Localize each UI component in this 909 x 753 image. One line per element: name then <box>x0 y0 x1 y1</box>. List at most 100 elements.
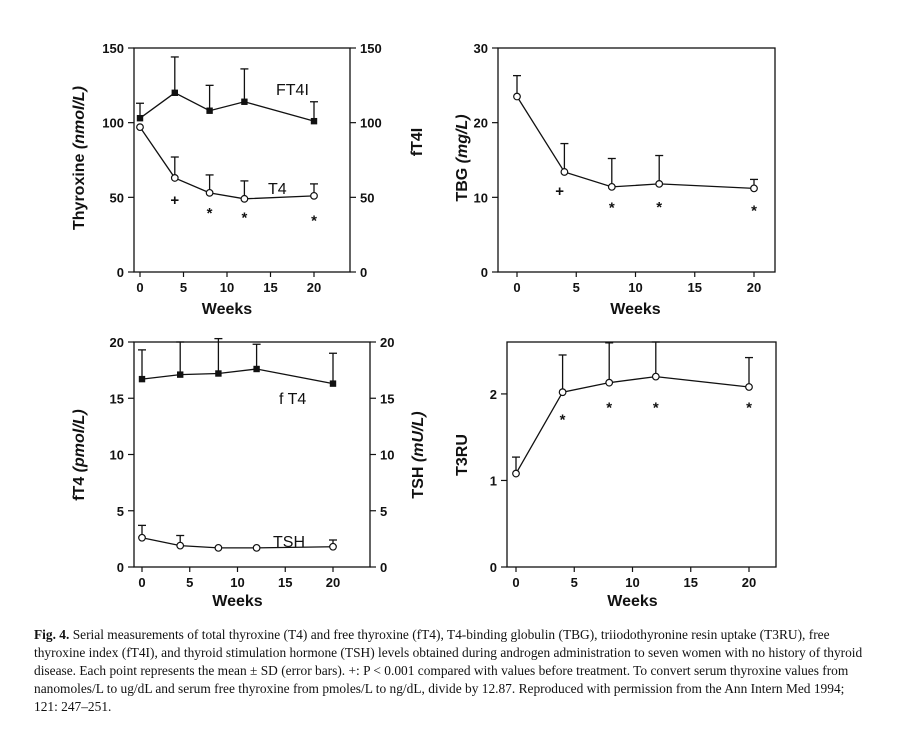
y-right-tick-label: 0 <box>360 265 367 280</box>
series-tsh <box>138 524 337 552</box>
significance-asterisk: * <box>609 200 615 217</box>
series-t3ru <box>512 341 753 478</box>
data-point <box>607 182 616 191</box>
data-point <box>171 89 178 96</box>
significance-asterisk: * <box>311 212 317 229</box>
y-tick-label: 30 <box>474 41 488 56</box>
plot-frame <box>497 47 776 273</box>
y-right-tick-label: 0 <box>380 560 387 575</box>
x-tick-label: 0 <box>136 280 143 295</box>
data-point <box>560 168 569 176</box>
data-point <box>177 371 184 378</box>
chart-panel-a: 0 5 10 15 20 0 50 100 150 0 50 100 150 Weeks Thyroxine… <box>71 41 426 318</box>
caption-label: Fig. 4. <box>34 627 70 642</box>
data-point <box>605 378 614 387</box>
y-right-tick-label: 15 <box>380 391 394 406</box>
x-tick-label: 15 <box>688 280 702 295</box>
data-point <box>136 114 144 122</box>
x-tick-label: 15 <box>263 280 277 295</box>
plot-frame <box>506 341 777 568</box>
data-point <box>253 365 260 373</box>
series-line <box>515 375 750 474</box>
data-point <box>655 179 664 188</box>
y-tick-label: 0 <box>117 560 124 575</box>
y-right-tick-label: 10 <box>380 448 394 463</box>
figure-4: 0 5 10 15 20050100150050100150WeeksThyroxine… <box>71 41 777 610</box>
data-point <box>138 533 146 542</box>
x-tick-label: 0 <box>138 575 145 590</box>
y-axis-title: TBG (mg/L) <box>454 114 471 201</box>
data-point <box>310 117 318 125</box>
y-axis-title: T3RU <box>454 434 471 476</box>
significance-plus: + <box>170 192 179 209</box>
x-tick-label: 15 <box>278 575 292 590</box>
data-point <box>205 188 214 197</box>
significance-asterisk: * <box>207 205 213 222</box>
y-axis-title: fT4 (pmol/L) <box>71 409 88 501</box>
series-label: FT4I <box>276 82 309 99</box>
significance-plus: + <box>555 183 564 200</box>
y-axis-title: Thyroxine (nmol/L) <box>71 86 88 230</box>
y-tick-label: 20 <box>474 116 488 131</box>
series-label: TSH <box>273 534 305 551</box>
y-tick-label: 50 <box>110 190 124 205</box>
x-axis-title: Weeks <box>212 593 263 610</box>
data-point <box>241 98 248 105</box>
data-point <box>252 543 261 552</box>
x-axis-title: Weeks <box>607 593 658 610</box>
significance-asterisk: * <box>653 400 659 417</box>
x-tick-label: 20 <box>742 575 756 590</box>
caption-text: Serial measurements of total thyroxine (… <box>34 627 863 714</box>
y-right-axis-title: TSH (mU/L) <box>410 411 427 498</box>
x-tick-label: 20 <box>307 280 321 295</box>
y-tick-label: 20 <box>110 335 124 350</box>
data-point <box>513 92 521 101</box>
y-tick-label: 2 <box>490 387 497 402</box>
data-point <box>215 370 222 377</box>
series-line <box>141 368 334 385</box>
series-label: T4 <box>268 181 287 198</box>
data-point <box>558 388 567 397</box>
x-tick-label: 10 <box>625 575 639 590</box>
x-tick-label: 15 <box>684 575 698 590</box>
data-point <box>240 194 249 203</box>
data-point <box>170 174 179 182</box>
x-axis-title: Weeks <box>610 301 661 318</box>
data-point <box>176 541 185 550</box>
significance-asterisk: * <box>751 203 757 220</box>
data-point <box>651 372 660 381</box>
y-tick-label: 1 <box>490 473 497 488</box>
y-tick-label: 0 <box>117 265 124 280</box>
y-tick-label: 15 <box>110 391 124 406</box>
y-tick-label: 10 <box>474 190 488 205</box>
series-t4 <box>136 123 318 203</box>
y-right-tick-label: 150 <box>360 41 382 56</box>
significance-asterisk: * <box>746 400 752 417</box>
x-tick-label: 10 <box>230 575 244 590</box>
y-tick-label: 100 <box>102 116 124 131</box>
chart-panel-b: 0 5 10 15 20 0 10 20 30 Weeks TBG (mg/L) + * * * <box>454 41 776 318</box>
series-line <box>139 126 315 200</box>
y-right-tick-label: 50 <box>360 190 374 205</box>
data-point <box>310 191 318 200</box>
data-point <box>750 184 758 193</box>
x-axis-title: Weeks <box>202 301 253 318</box>
series-ft4 <box>138 337 337 387</box>
y-tick-label: 0 <box>490 560 497 575</box>
series-ft4i <box>136 56 318 125</box>
data-point <box>329 380 337 387</box>
x-tick-label: 0 <box>513 280 520 295</box>
y-right-tick-label: 5 <box>380 504 387 519</box>
x-tick-label: 5 <box>573 280 580 295</box>
data-point <box>136 123 144 132</box>
chart-panel-d: 0 5 10 15 20 0 1 2 Weeks T3RU * * * * <box>454 341 777 610</box>
chart-panel-c: 0 5 10 15 20 0 5 10 15 20 0 5 10 15 20 Weeks fT4 (pmol/L… <box>71 335 427 610</box>
x-tick-label: 10 <box>628 280 642 295</box>
y-tick-label: 10 <box>110 448 124 463</box>
data-point <box>138 375 146 383</box>
y-tick-label: 5 <box>117 504 124 519</box>
series-label: f T4 <box>279 391 306 408</box>
significance-asterisk: * <box>241 209 247 226</box>
data-point <box>214 543 223 552</box>
y-right-axis-title: fT4I <box>409 128 426 156</box>
